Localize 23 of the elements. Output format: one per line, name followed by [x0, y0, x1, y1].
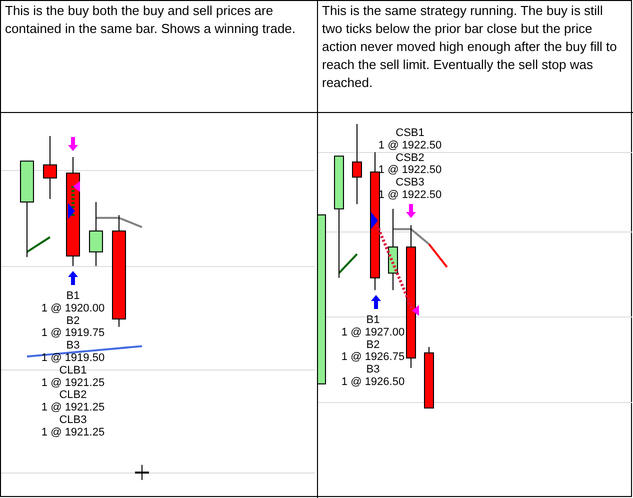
annotation: B1: [366, 314, 380, 326]
annotation: 1 @ 1920.00: [41, 302, 105, 314]
annotation: CSB3: [396, 176, 424, 189]
annotation: B3: [66, 340, 80, 352]
annotation: B1: [66, 290, 80, 302]
annotation: 1 @ 1926.75: [341, 351, 405, 364]
chart-title: This is the same strategy running. The buy is still two ticks below the prior bar close but the price action never moved high enough after the buy fill to reach the sell limit. Eventually the sell stop was reached.: [321, 2, 618, 92]
annotation: CSB2: [396, 152, 424, 164]
annotation: B2: [66, 314, 80, 327]
annotation: 1 @ 1919.75: [41, 327, 105, 340]
annotation: 1 @ 1922.50: [378, 139, 442, 152]
annotation: B3: [366, 364, 380, 376]
annotation: CLB1: [59, 364, 87, 376]
annotation: CSB1: [396, 127, 424, 140]
annotation: 1 @ 1927.00: [341, 326, 405, 338]
annotation: 1 @ 1926.50: [341, 376, 405, 388]
annotation: B2: [366, 338, 380, 351]
annotation: 1 @ 1921.25: [41, 426, 105, 438]
chart-title: This is the buy both the buy and sell prices are contained in the same bar. Shows a winning trade.: [4, 2, 297, 38]
annotation: CLB3: [59, 414, 87, 426]
annotation: 1 @ 1921.25: [41, 402, 105, 414]
annotation: 1 @ 1921.25: [41, 376, 105, 389]
annotation: CLB2: [59, 389, 87, 402]
